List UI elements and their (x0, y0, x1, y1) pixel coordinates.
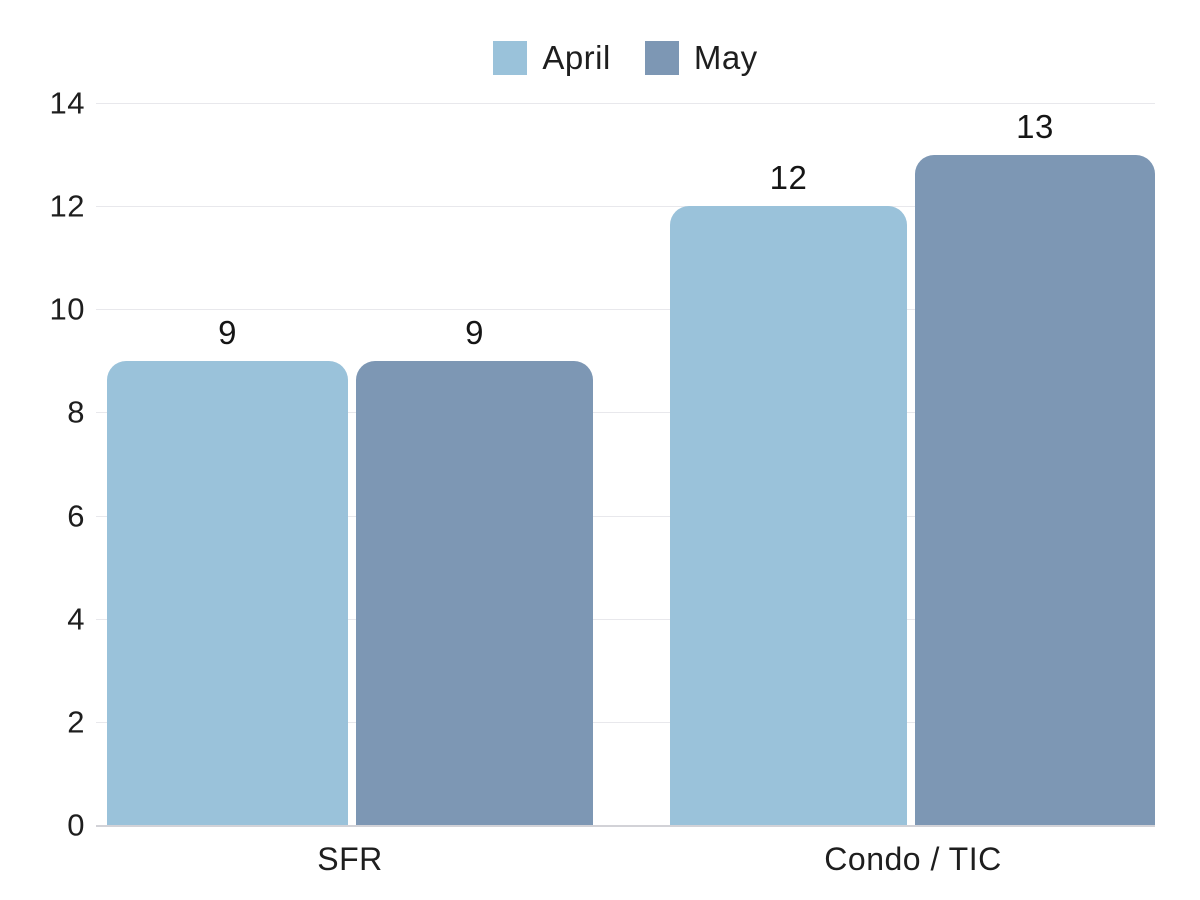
bar-may-condo-tic[interactable] (915, 154, 1155, 825)
x-axis-baseline (96, 825, 1155, 827)
legend-item-april[interactable]: April (493, 39, 611, 77)
gridline-y-4 (96, 618, 1155, 620)
bar-april-condo-tic[interactable] (670, 206, 907, 825)
legend-swatch-april (493, 41, 528, 75)
chart-legend: April May (96, 38, 1155, 78)
bar-value-may-condo-tic: 13 (1016, 107, 1054, 145)
y-tick-label-6: 6 (67, 498, 85, 534)
legend-item-may[interactable]: May (644, 39, 758, 77)
bar-april-sfr[interactable] (107, 360, 348, 825)
gridline-y-12 (96, 206, 1155, 208)
gridline-y-6 (96, 515, 1155, 517)
y-tick-label-0: 0 (67, 807, 85, 843)
legend-swatch-may (644, 41, 679, 75)
gridline-y-14 (96, 103, 1155, 104)
y-tick-label-4: 4 (67, 601, 85, 637)
bar-may-sfr[interactable] (356, 360, 593, 825)
y-tick-label-8: 8 (67, 394, 85, 430)
bar-value-april-condo-tic: 12 (769, 159, 808, 197)
y-tick-label-10: 10 (49, 291, 85, 327)
legend-label-april: April (542, 39, 611, 76)
plot-area: 9 9 12 13 (96, 103, 1155, 827)
gridline-y-10 (96, 309, 1155, 311)
gridline-y-2 (96, 721, 1155, 723)
y-tick-label-2: 2 (67, 704, 85, 740)
y-tick-label-12: 12 (49, 188, 85, 224)
y-tick-label-14: 14 (49, 85, 85, 121)
x-category-label-condo-tic: Condo / TIC (824, 841, 1002, 877)
bar-value-may-sfr: 9 (465, 313, 484, 351)
x-category-label-sfr: SFR (317, 841, 383, 877)
legend-label-may: May (693, 39, 758, 76)
bar-value-april-sfr: 9 (218, 313, 237, 351)
gridline-y-8 (96, 412, 1155, 414)
